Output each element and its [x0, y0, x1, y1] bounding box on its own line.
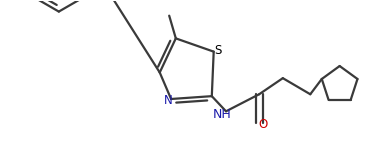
- Text: NH: NH: [212, 108, 231, 121]
- Text: O: O: [259, 118, 268, 131]
- Text: N: N: [164, 94, 173, 107]
- Text: S: S: [215, 44, 222, 57]
